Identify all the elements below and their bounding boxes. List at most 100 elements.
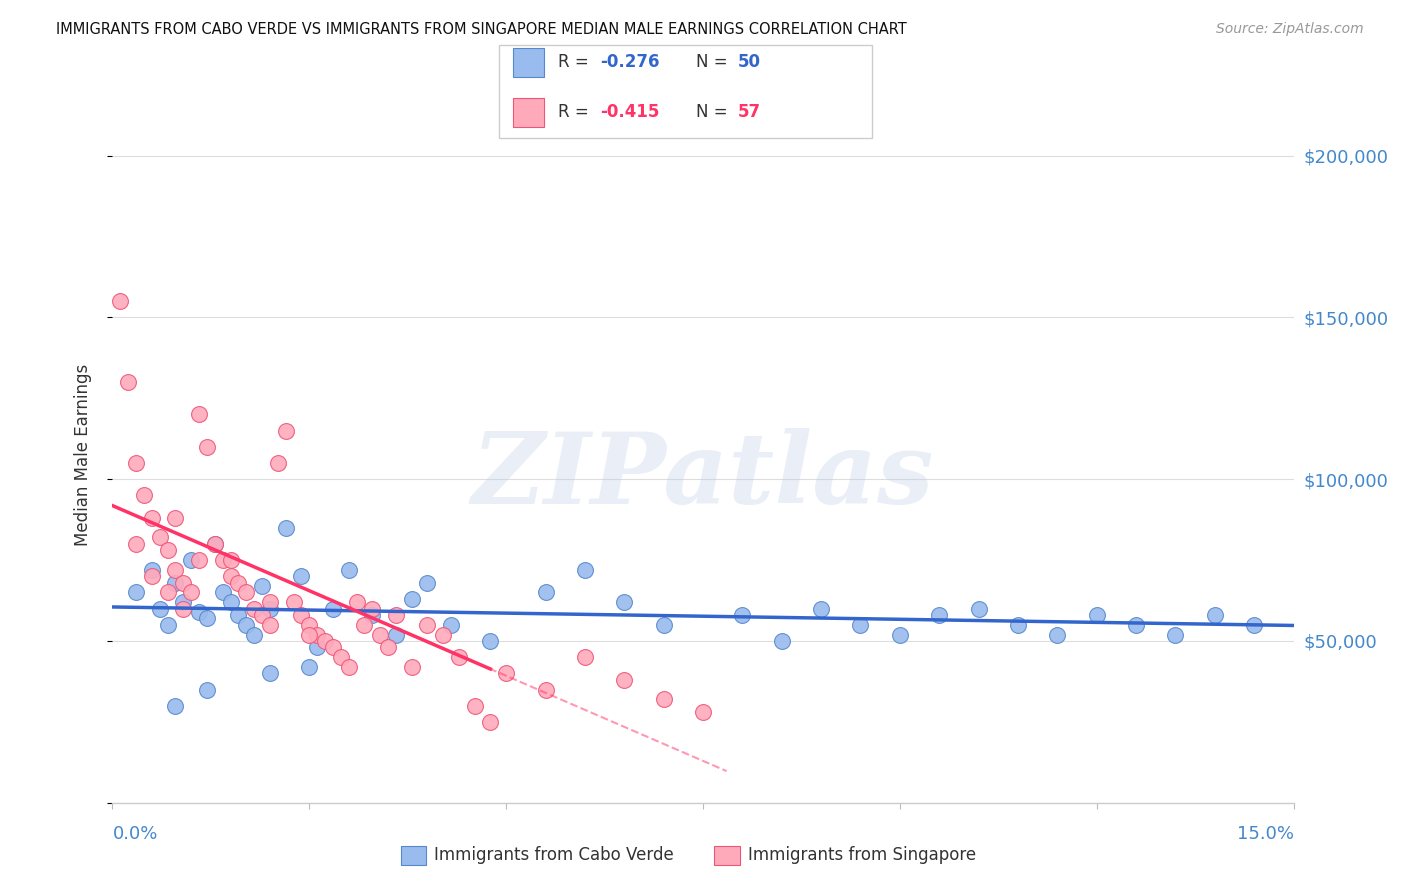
Point: [259, 617, 281, 632]
Point: [307, 627, 329, 641]
Point: [219, 553, 242, 567]
Point: [416, 575, 439, 590]
Point: [125, 537, 148, 551]
Point: [322, 601, 344, 615]
Point: [314, 634, 336, 648]
Point: [219, 569, 242, 583]
Point: [1046, 627, 1069, 641]
Point: [495, 666, 517, 681]
Point: [165, 698, 187, 713]
Point: [613, 673, 636, 687]
Point: [149, 601, 172, 615]
Point: [283, 595, 305, 609]
Text: 50: 50: [738, 54, 761, 71]
Point: [188, 553, 211, 567]
Text: R =: R =: [558, 103, 595, 121]
Point: [141, 563, 163, 577]
Point: [204, 537, 226, 551]
Point: [298, 617, 321, 632]
Point: [274, 521, 297, 535]
Point: [211, 553, 233, 567]
Point: [290, 569, 312, 583]
Point: [613, 595, 636, 609]
Point: [479, 634, 502, 648]
Point: [259, 595, 281, 609]
Point: [534, 585, 557, 599]
Point: [329, 650, 352, 665]
Point: [132, 488, 155, 502]
Text: 0.0%: 0.0%: [112, 825, 157, 843]
Point: [889, 627, 911, 641]
Point: [250, 608, 273, 623]
Point: [243, 601, 266, 615]
Point: [432, 627, 454, 641]
Point: [1164, 627, 1187, 641]
Point: [156, 585, 179, 599]
Text: N =: N =: [696, 103, 733, 121]
Point: [156, 543, 179, 558]
Point: [149, 531, 172, 545]
Point: [290, 608, 312, 623]
Point: [243, 627, 266, 641]
Point: [298, 660, 321, 674]
Point: [267, 456, 290, 470]
Point: [731, 608, 754, 623]
Point: [652, 692, 675, 706]
Point: [1085, 608, 1108, 623]
Point: [346, 595, 368, 609]
Point: [385, 627, 408, 641]
Point: [219, 595, 242, 609]
Point: [125, 456, 148, 470]
Point: [211, 585, 233, 599]
Point: [447, 650, 470, 665]
Point: [259, 601, 281, 615]
Point: [440, 617, 463, 632]
Point: [849, 617, 872, 632]
Text: ZIPatlas: ZIPatlas: [472, 427, 934, 524]
Point: [188, 605, 211, 619]
Point: [165, 563, 187, 577]
Point: [235, 617, 257, 632]
Point: [337, 563, 360, 577]
Point: [228, 575, 250, 590]
Point: [534, 682, 557, 697]
Point: [479, 714, 502, 729]
Point: [385, 608, 408, 623]
Point: [156, 617, 179, 632]
Point: [928, 608, 950, 623]
Point: [250, 579, 273, 593]
Text: Immigrants from Cabo Verde: Immigrants from Cabo Verde: [434, 847, 675, 864]
Point: [1204, 608, 1226, 623]
Point: [1125, 617, 1147, 632]
Point: [172, 575, 194, 590]
Point: [770, 634, 793, 648]
Point: [692, 705, 714, 719]
Point: [574, 563, 596, 577]
Text: N =: N =: [696, 54, 733, 71]
Point: [810, 601, 832, 615]
Point: [368, 627, 391, 641]
Point: [195, 682, 218, 697]
Point: [401, 660, 423, 674]
Point: [110, 294, 132, 309]
Text: Source: ZipAtlas.com: Source: ZipAtlas.com: [1216, 22, 1364, 37]
Point: [141, 569, 163, 583]
Point: [117, 375, 139, 389]
Point: [401, 591, 423, 606]
Point: [195, 440, 218, 454]
Point: [165, 575, 187, 590]
Point: [195, 611, 218, 625]
Point: [125, 585, 148, 599]
Point: [235, 585, 257, 599]
Point: [464, 698, 486, 713]
Point: [353, 617, 375, 632]
Point: [165, 511, 187, 525]
Point: [172, 601, 194, 615]
Point: [377, 640, 399, 655]
Text: 15.0%: 15.0%: [1236, 825, 1294, 843]
Text: -0.415: -0.415: [600, 103, 659, 121]
Point: [652, 617, 675, 632]
Point: [298, 627, 321, 641]
Point: [228, 608, 250, 623]
Point: [416, 617, 439, 632]
